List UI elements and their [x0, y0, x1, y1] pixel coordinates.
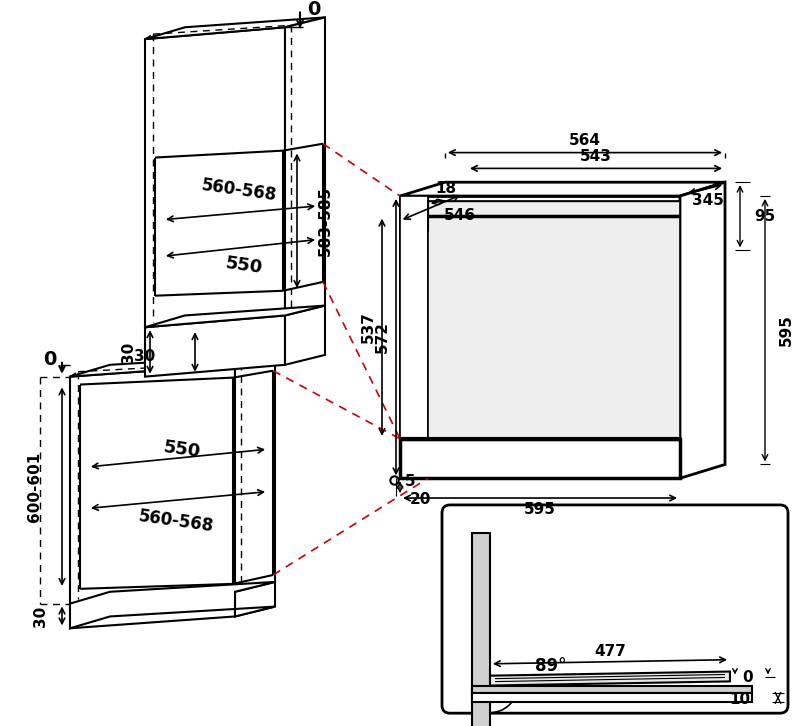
- Text: 30: 30: [33, 605, 47, 627]
- Text: 550: 550: [224, 255, 264, 277]
- Text: 5: 5: [405, 474, 416, 489]
- Text: 537: 537: [361, 311, 375, 343]
- Polygon shape: [472, 685, 752, 693]
- Text: 572: 572: [374, 321, 390, 353]
- Polygon shape: [145, 17, 325, 39]
- Polygon shape: [145, 315, 285, 377]
- Ellipse shape: [406, 240, 422, 261]
- Polygon shape: [70, 592, 235, 628]
- Text: 0: 0: [43, 351, 57, 370]
- Polygon shape: [400, 439, 680, 478]
- Text: 595: 595: [779, 314, 794, 346]
- Polygon shape: [145, 28, 285, 327]
- Text: 560-568: 560-568: [138, 507, 215, 535]
- Text: 543: 543: [580, 149, 612, 164]
- Polygon shape: [70, 582, 275, 628]
- Polygon shape: [285, 306, 325, 364]
- Polygon shape: [400, 196, 428, 478]
- Text: 345: 345: [692, 193, 724, 208]
- Polygon shape: [80, 371, 273, 589]
- Polygon shape: [70, 364, 235, 603]
- Polygon shape: [145, 306, 325, 327]
- Polygon shape: [472, 533, 507, 726]
- Text: 583-585: 583-585: [318, 186, 333, 256]
- Polygon shape: [155, 144, 323, 295]
- Text: 560-568: 560-568: [200, 176, 278, 204]
- Text: 30: 30: [121, 341, 135, 362]
- Text: 550: 550: [162, 438, 202, 461]
- Text: 0: 0: [307, 0, 320, 19]
- Polygon shape: [70, 355, 275, 377]
- Polygon shape: [285, 17, 325, 315]
- Polygon shape: [428, 201, 680, 439]
- FancyBboxPatch shape: [442, 505, 788, 713]
- Text: 546: 546: [444, 208, 476, 224]
- Text: 477: 477: [594, 645, 626, 659]
- Ellipse shape: [407, 270, 421, 290]
- Polygon shape: [235, 355, 275, 592]
- Polygon shape: [235, 582, 275, 616]
- Text: 564: 564: [569, 134, 601, 148]
- Text: 95: 95: [754, 209, 775, 224]
- Polygon shape: [490, 672, 730, 685]
- Text: 600-601: 600-601: [26, 452, 42, 522]
- Polygon shape: [472, 693, 752, 702]
- Polygon shape: [400, 182, 725, 196]
- Text: 20: 20: [410, 492, 431, 507]
- Text: 18: 18: [435, 181, 457, 195]
- Polygon shape: [400, 196, 680, 478]
- Text: 595: 595: [524, 502, 556, 518]
- Text: 0: 0: [742, 670, 753, 685]
- Polygon shape: [680, 182, 725, 478]
- Text: 89°: 89°: [535, 657, 566, 674]
- Text: 10: 10: [730, 692, 750, 707]
- Text: 30: 30: [134, 349, 156, 364]
